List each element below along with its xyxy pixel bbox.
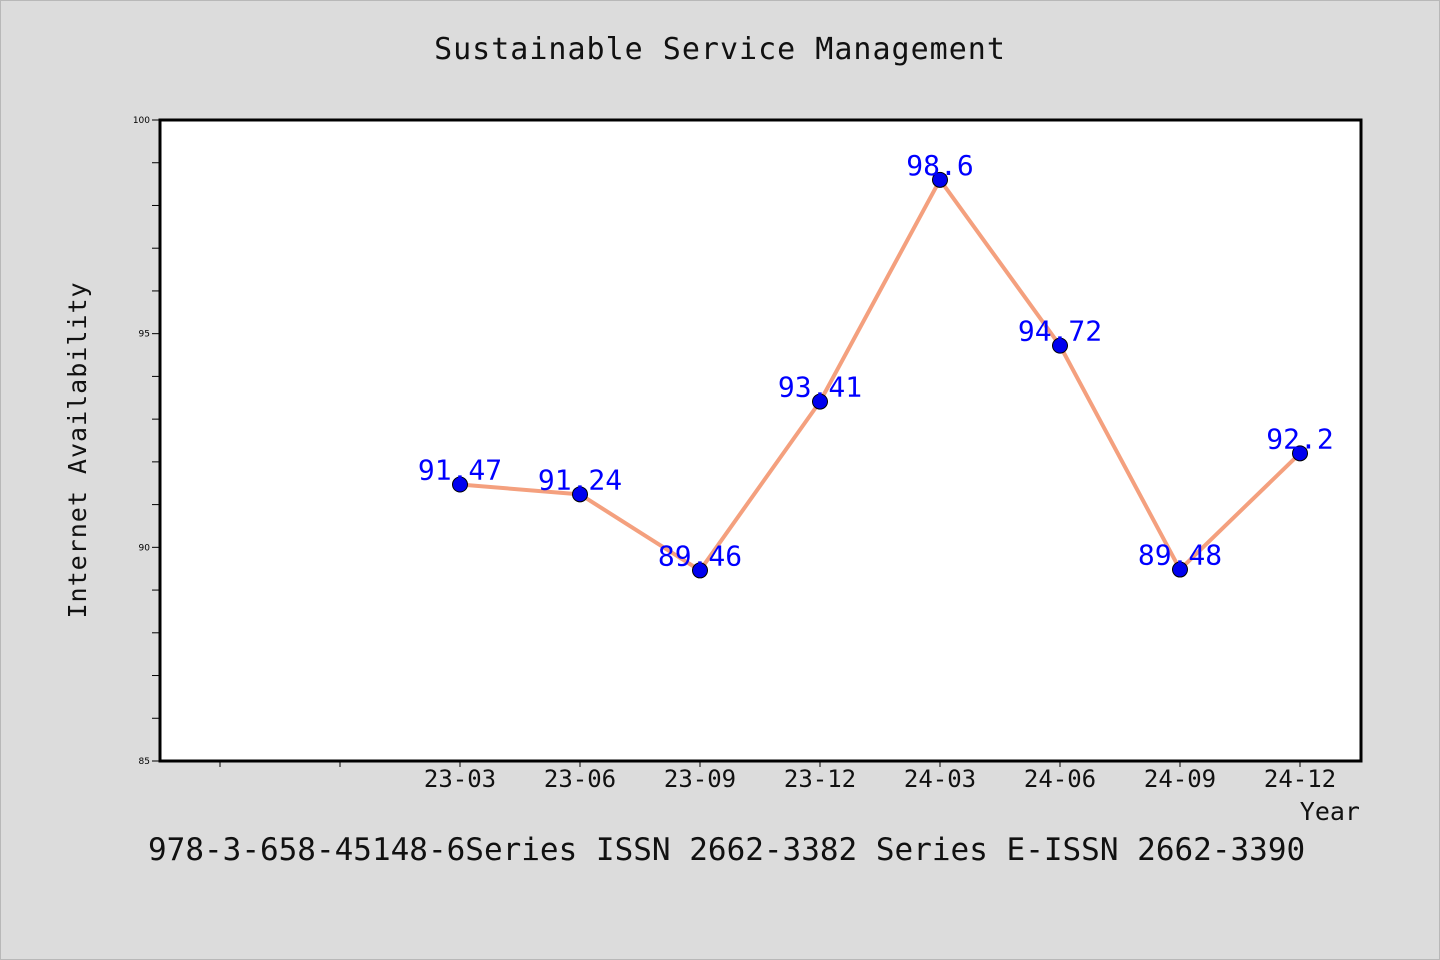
x-tick-label: 24-06 bbox=[1024, 765, 1096, 793]
x-axis-ticks: 23-03 23-06 23-09 23-12 24-03 24-06 24-09 24-12 bbox=[219, 761, 1336, 793]
y-tick-label: 85 bbox=[139, 757, 150, 767]
data-label: 94.72 bbox=[1018, 315, 1102, 348]
data-markers bbox=[452, 171, 1308, 579]
data-point bbox=[692, 562, 708, 579]
x-axis-label: Year bbox=[1300, 797, 1360, 826]
data-label: 89.46 bbox=[658, 539, 742, 572]
y-axis-ticks: 85 90 95 100 bbox=[133, 116, 160, 767]
x-tick-label: 23-06 bbox=[544, 765, 616, 793]
y-axis-label: Internet Availability bbox=[63, 281, 92, 618]
x-tick-label: 23-09 bbox=[664, 765, 736, 793]
data-point bbox=[572, 486, 588, 503]
data-point bbox=[812, 393, 828, 410]
data-label: 91.47 bbox=[418, 454, 502, 487]
data-point bbox=[452, 476, 468, 493]
y-tick-label: 90 bbox=[139, 543, 151, 553]
data-point bbox=[932, 171, 948, 188]
data-point bbox=[1292, 445, 1308, 462]
data-label: 91.24 bbox=[538, 463, 622, 496]
chart-title: Sustainable Service Management bbox=[434, 32, 1006, 67]
data-label: 93.41 bbox=[778, 371, 862, 404]
footer-text: 978-3-658-45148-6Series ISSN 2662-3382 S… bbox=[148, 832, 1306, 868]
plot-area bbox=[158, 118, 1363, 763]
x-tick-label: 24-03 bbox=[904, 765, 976, 793]
data-point bbox=[1052, 337, 1068, 354]
y-tick-label: 100 bbox=[133, 116, 150, 126]
series-line bbox=[459, 177, 1302, 573]
x-tick-label: 23-03 bbox=[424, 765, 496, 793]
data-labels: 91.47 91.24 89.46 93.41 98.6 94.72 89.48 92.2 bbox=[418, 149, 1334, 573]
data-point bbox=[1172, 561, 1188, 578]
x-tick-label: 24-12 bbox=[1264, 765, 1336, 793]
data-label: 92.2 bbox=[1266, 422, 1333, 455]
data-label: 98.6 bbox=[906, 149, 973, 182]
x-tick-label: 24-09 bbox=[1144, 765, 1216, 793]
y-tick-label: 95 bbox=[139, 330, 150, 340]
data-label: 89.48 bbox=[1138, 539, 1222, 572]
x-tick-label: 23-12 bbox=[784, 765, 856, 793]
